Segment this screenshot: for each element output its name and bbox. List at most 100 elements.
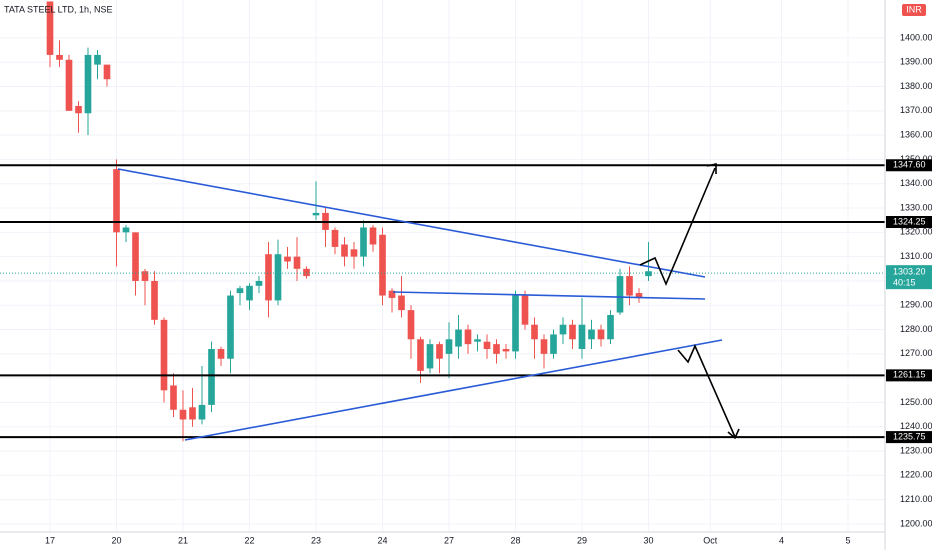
x-tick-label: 4 — [779, 535, 784, 545]
candle-body — [160, 319, 168, 391]
y-tick-label: 1230.00 — [900, 445, 932, 455]
level-label: 1235.75 — [893, 431, 926, 441]
y-tick-label: 1400.00 — [900, 32, 932, 42]
candle-body — [189, 407, 196, 420]
candle-body — [559, 324, 567, 335]
candle-body — [550, 334, 557, 354]
x-tick-label: 28 — [510, 535, 520, 545]
candle-body — [350, 249, 358, 257]
candle-body — [274, 254, 282, 301]
candle-body — [540, 339, 548, 354]
x-tick-label: 5 — [845, 535, 850, 545]
candle-body — [445, 339, 453, 354]
candle-body — [474, 339, 481, 342]
x-tick-label: 29 — [577, 535, 587, 545]
candle-body — [331, 229, 339, 247]
candle-body — [369, 227, 377, 245]
level-badge — [886, 369, 932, 382]
candle-body — [379, 234, 386, 296]
candle-body — [293, 256, 301, 269]
y-tick-label: 1350.00 — [900, 154, 932, 164]
candle-body — [502, 348, 510, 352]
candle-body — [265, 254, 272, 301]
x-tick-label: 24 — [377, 535, 387, 545]
candle-body — [103, 64, 111, 80]
y-tick-label: 1200.00 — [900, 518, 932, 528]
candle-body — [341, 244, 348, 257]
candle-body — [56, 54, 63, 60]
trend-line — [392, 291, 706, 300]
candle-body — [284, 256, 291, 262]
candle-body — [607, 314, 614, 340]
y-tick-label: 1220.00 — [900, 470, 932, 480]
candle-body — [597, 329, 605, 340]
candle-body — [417, 339, 424, 371]
candle-body — [616, 276, 624, 313]
candle-body — [236, 288, 244, 294]
countdown: 40:15 — [893, 278, 916, 288]
candle-body — [436, 344, 443, 359]
candle-body — [179, 409, 187, 420]
candle-body — [122, 227, 130, 233]
plot — [0, 1, 885, 442]
candle-body — [360, 227, 367, 257]
y-tick-label: 1310.00 — [900, 251, 932, 261]
chart-title: TATA STEEL LTD, 1h, NSE — [4, 4, 113, 14]
trend-line — [184, 339, 723, 441]
candle-body — [635, 293, 643, 298]
y-tick-label: 1240.00 — [900, 421, 932, 431]
candle-body — [227, 295, 234, 359]
candle-body — [65, 59, 73, 111]
level-label: 1324.25 — [893, 216, 926, 226]
arrowhead — [706, 163, 717, 174]
level-label: 1261.15 — [893, 370, 926, 380]
candle-body — [464, 329, 472, 345]
candle-body — [198, 404, 206, 420]
level-label: 1347.60 — [893, 160, 926, 170]
arrowhead — [727, 428, 740, 440]
last-price-badge — [886, 265, 932, 290]
candle-body — [312, 212, 320, 216]
candle-body — [407, 310, 415, 340]
candle-body — [94, 54, 101, 65]
y-tick-label: 1270.00 — [900, 348, 932, 358]
candle-body — [208, 348, 215, 405]
candle-body — [426, 344, 434, 369]
y-tick-label: 1280.00 — [900, 324, 932, 334]
x-tick-label: 23 — [311, 535, 321, 545]
candle-body — [588, 329, 595, 340]
y-tick-label: 1290.00 — [900, 300, 932, 310]
candle-body — [531, 324, 538, 340]
candle-body — [455, 329, 462, 347]
arrow-down — [677, 344, 736, 438]
candle-body — [255, 280, 263, 286]
candle-body — [388, 290, 396, 298]
candle-body — [626, 276, 633, 296]
y-tick-label: 1330.00 — [900, 202, 932, 212]
x-tick-label: 17 — [45, 535, 55, 545]
candle-body — [46, 1, 54, 55]
y-tick-label: 1250.00 — [900, 397, 932, 407]
y-tick-label: 1370.00 — [900, 105, 932, 115]
y-tick-label: 1380.00 — [900, 81, 932, 91]
candle-body — [246, 285, 253, 301]
candle-body — [84, 54, 92, 114]
y-tick-label: 1340.00 — [900, 178, 932, 188]
candle-body — [132, 232, 139, 281]
trend-line — [117, 168, 706, 278]
x-tick-label: 20 — [111, 535, 121, 545]
x-tick-label: Oct — [703, 535, 718, 545]
candle-body — [303, 268, 310, 277]
candle-body — [141, 271, 149, 281]
candle-body — [75, 105, 82, 114]
candle-body — [151, 280, 158, 320]
x-tick-label: 27 — [444, 535, 454, 545]
candle-body — [170, 385, 177, 410]
x-tick-label: 22 — [244, 535, 254, 545]
currency: INR — [906, 4, 922, 14]
level-badge — [886, 431, 932, 444]
x-tick-label: 21 — [178, 535, 188, 545]
y-tick-label: 1210.00 — [900, 494, 932, 504]
x-tick-label: 30 — [643, 535, 653, 545]
